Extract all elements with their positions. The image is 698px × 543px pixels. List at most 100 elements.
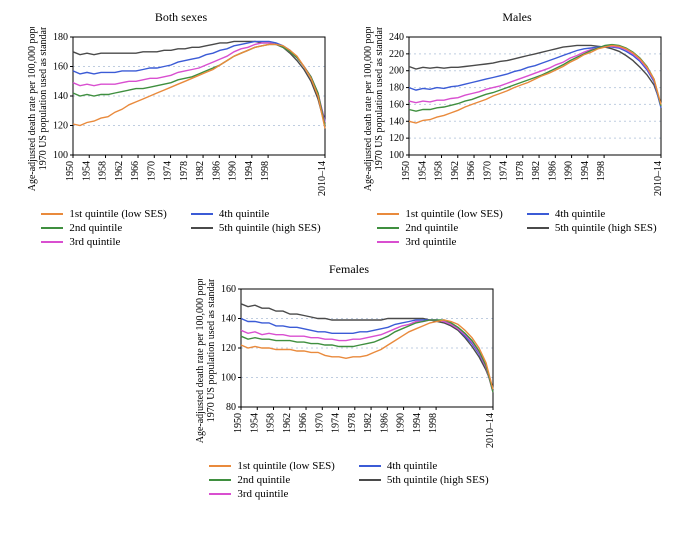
- legend-swatch-q2: [377, 227, 399, 229]
- xtick-label: 1998: [596, 161, 607, 181]
- panel-females: Females801001201401601950195419581962196…: [189, 262, 509, 500]
- xtick-label: 1982: [363, 413, 374, 433]
- legend-label-q1: 1st quintile (low SES): [405, 208, 502, 220]
- legend-swatch-q1: [41, 213, 63, 215]
- xtick-label: 1954: [417, 161, 428, 181]
- ytick-label: 140: [389, 116, 404, 127]
- legend-swatch-q5: [527, 227, 549, 229]
- chart-title-males: Males: [502, 10, 531, 25]
- legend-swatch-q1: [209, 465, 231, 467]
- xtick-label: 1966: [466, 161, 477, 181]
- legend-label-q4: 4th quintile: [555, 208, 605, 220]
- y-axis-label-1: Age-adjusted death rate per 100,000 popu…: [27, 27, 38, 191]
- xtick-label: 1990: [228, 161, 239, 181]
- series-q1: [241, 320, 493, 389]
- figure-root: Both sexes 100 120 140 160 180 1950 1954 1958 196…: [10, 10, 688, 500]
- legend-item-q1: 1st quintile (low SES): [209, 460, 334, 472]
- legend-swatch-q4: [527, 213, 549, 215]
- ytick-label: 140: [221, 314, 236, 325]
- y-axis-label-2: 1970 US population used as standard: [206, 279, 217, 422]
- xtick-label: 1958: [266, 413, 277, 433]
- ytick-label: 120: [389, 133, 404, 144]
- legend-item-q3: 3rd quintile: [377, 236, 502, 248]
- legend-item-q4: 4th quintile: [527, 208, 657, 220]
- xtick-label-last: 2010–14: [653, 161, 664, 196]
- chart-title-both: Both sexes: [155, 10, 207, 25]
- legend-swatch-q5: [191, 227, 213, 229]
- xtick-label: 1954: [81, 161, 92, 181]
- row-bottom: Females801001201401601950195419581962196…: [10, 262, 688, 500]
- chart-females: 8010012014016019501954195819621966197019…: [189, 279, 509, 454]
- legend-label-q5: 5th quintile (high SES): [219, 222, 321, 234]
- legend-label-q2: 2nd quintile: [405, 222, 458, 234]
- legend-label-q3: 3rd quintile: [237, 488, 288, 500]
- xtick-label: 1970: [314, 413, 325, 433]
- chart-males: 1001201401601802002202401950195419581962…: [357, 27, 677, 202]
- ytick-label: 180: [53, 32, 68, 43]
- legend-label-q1: 1st quintile (low SES): [237, 460, 334, 472]
- series-q1: [409, 45, 661, 123]
- row-top: Both sexes100120140160180195019541958196…: [10, 10, 688, 248]
- xtick-label: 1958: [434, 161, 445, 181]
- ytick-label: 100: [53, 150, 68, 161]
- legend-item-q2: 2nd quintile: [209, 474, 334, 486]
- legend-label-q5: 5th quintile (high SES): [555, 222, 657, 234]
- xtick-label: 1978: [179, 161, 190, 181]
- legend-item-q1: 1st quintile (low SES): [377, 208, 502, 220]
- xtick-label: 1986: [211, 161, 222, 181]
- ytick-label: 140: [53, 91, 68, 102]
- legend-item-q5: 5th quintile (high SES): [191, 222, 321, 234]
- y-axis-label-1: Age-adjusted death rate per 100,000 popu…: [363, 27, 374, 191]
- xtick-label: 1982: [531, 161, 542, 181]
- xtick-label: 1962: [114, 161, 125, 181]
- ytick-label: 80: [226, 402, 236, 413]
- xtick-label: 1966: [130, 161, 141, 181]
- legend-females: 1st quintile (low SES) 2nd quintile 3rd qu…: [209, 460, 488, 500]
- series-q3: [409, 46, 661, 106]
- xtick-label: 1978: [515, 161, 526, 181]
- xtick-label: 1950: [65, 161, 76, 181]
- xtick-label: 1986: [379, 413, 390, 433]
- legend-swatch-q5: [359, 479, 381, 481]
- legend-swatch-q1: [377, 213, 399, 215]
- legend-label-q5: 5th quintile (high SES): [387, 474, 489, 486]
- legend-label-q1: 1st quintile (low SES): [69, 208, 166, 220]
- xtick-label: 1950: [233, 413, 244, 433]
- xtick-label: 1958: [98, 161, 109, 181]
- panel-both: Both sexes100120140160180195019541958196…: [21, 10, 341, 248]
- legend-swatch-q4: [359, 465, 381, 467]
- series-q3: [73, 43, 325, 123]
- xtick-label: 1970: [482, 161, 493, 181]
- chart-both: 1001201401601801950195419581962196619701…: [21, 27, 341, 202]
- xtick-label: 1974: [499, 161, 510, 181]
- legend-item-q5: 5th quintile (high SES): [359, 474, 489, 486]
- xtick-label: 1998: [260, 161, 271, 181]
- series-q3: [241, 320, 493, 392]
- legend-swatch-q3: [377, 241, 399, 243]
- series-q2: [73, 44, 325, 125]
- xtick-label: 1990: [564, 161, 575, 181]
- legend-label-q3: 3rd quintile: [405, 236, 456, 248]
- xtick-label: 1978: [347, 413, 358, 433]
- series-q2: [241, 320, 493, 392]
- xtick-label: 1990: [396, 413, 407, 433]
- legend-swatch-q3: [41, 241, 63, 243]
- legend-item-q3: 3rd quintile: [41, 236, 166, 248]
- xtick-label: 1962: [282, 413, 293, 433]
- y-axis-label-2: 1970 US population used as standard: [374, 27, 385, 170]
- chart-title-females: Females: [329, 262, 369, 277]
- xtick-label: 1982: [195, 161, 206, 181]
- xtick-label-last: 2010–14: [317, 161, 328, 196]
- series-q5: [73, 41, 325, 125]
- xtick-label: 1974: [163, 161, 174, 181]
- xtick-label: 1994: [580, 161, 591, 181]
- legend-males: 1st quintile (low SES) 2nd quintile 3rd qu…: [377, 208, 656, 248]
- ytick-label: 220: [389, 49, 404, 60]
- legend-both: 1st quintile (low SES)2nd quintile3rd qu…: [41, 208, 320, 248]
- xtick-label-last: 2010–14: [485, 413, 496, 448]
- ytick-label: 160: [221, 284, 236, 295]
- series-q5: [241, 304, 493, 388]
- xtick-label: 1994: [244, 161, 255, 181]
- legend-item-q5: 5th quintile (high SES): [527, 222, 657, 234]
- ytick-label: 240: [389, 32, 404, 43]
